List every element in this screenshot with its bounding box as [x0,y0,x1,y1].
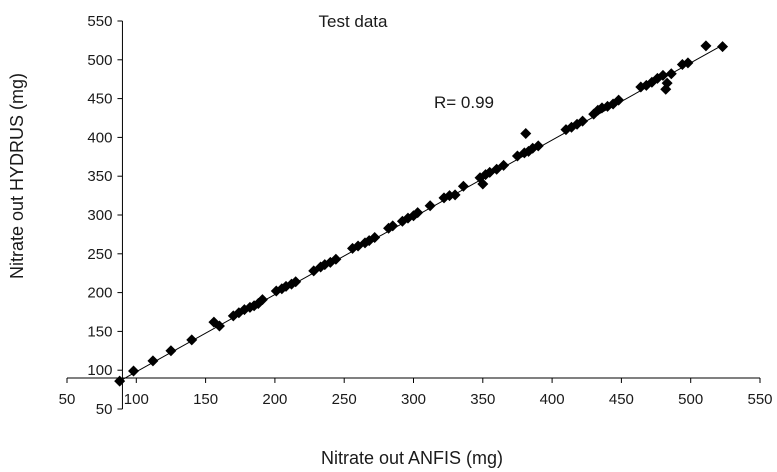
x-tick-label: 550 [747,391,772,408]
data-point [330,253,342,265]
y-tick-label: 300 [87,207,112,224]
correlation-annotation: R= 0.99 [434,93,494,112]
data-point [717,41,729,53]
y-tick-label: 500 [87,52,112,69]
y-tick-label: 250 [87,246,112,263]
x-tick-label: 150 [193,391,218,408]
data-point [290,276,302,288]
x-tick-label: 500 [678,391,703,408]
y-tick-label: 200 [87,285,112,302]
x-tick-label: 200 [262,391,287,408]
y-axis-title: Nitrate out HYDRUS (mg) [7,73,27,279]
data-point [256,294,268,306]
data-point [147,355,159,367]
data-point [661,77,673,89]
data-point [532,140,544,152]
y-tick-label: 350 [87,168,112,185]
data-point [369,232,381,244]
data-point [577,115,589,127]
x-axis-title: Nitrate out ANFIS (mg) [321,448,503,468]
y-tick-label: 400 [87,129,112,146]
data-point [424,200,436,212]
data-point [387,220,399,232]
ticks-group: 50 100 150 200 250 300 350 400 450 500 550 50 100 150… [59,13,773,418]
y-tick-label: 450 [87,91,112,108]
data-point [165,345,177,357]
data-point [613,94,625,106]
chart-title: Test data [319,12,389,31]
data-point [186,334,198,346]
x-tick-label: 50 [59,391,76,408]
data-point [700,40,712,52]
data-points [114,40,729,387]
data-point [412,207,424,219]
y-tick-label: 50 [96,401,113,418]
x-tick-label: 400 [540,391,565,408]
data-point [498,159,510,171]
data-point [657,69,669,81]
data-point [477,178,489,190]
x-tick-label: 350 [470,391,495,408]
data-point [213,320,225,332]
x-tick-label: 300 [401,391,426,408]
data-point [520,128,532,140]
y-tick-label: 100 [87,362,112,379]
y-tick-label: 150 [87,323,112,340]
data-point [128,365,140,377]
x-tick-label: 250 [332,391,357,408]
data-point [449,189,461,201]
data-point [665,68,677,80]
data-point [682,57,694,69]
data-point [114,375,126,387]
y-tick-label: 550 [87,13,112,30]
data-point [457,180,469,192]
x-tick-label: 100 [124,391,149,408]
x-tick-label: 450 [609,391,634,408]
